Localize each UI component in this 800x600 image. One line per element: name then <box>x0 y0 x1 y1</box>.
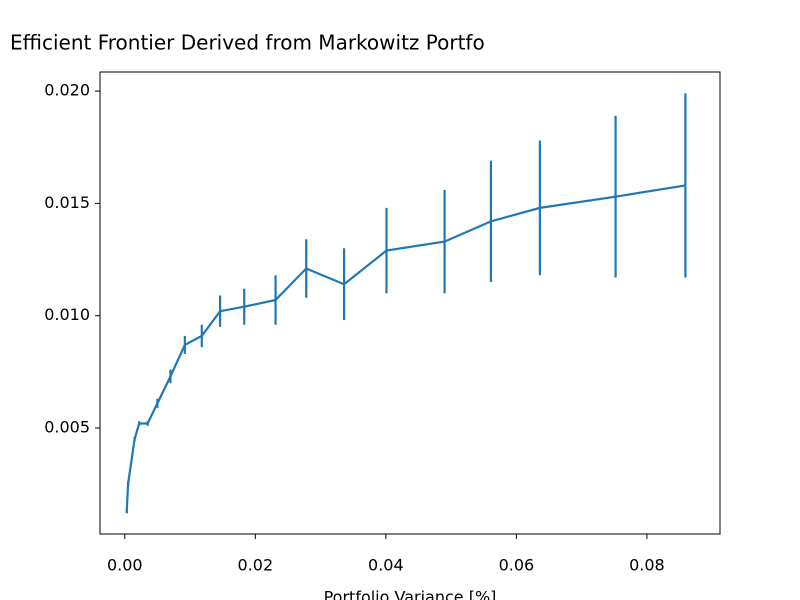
y-tick-label: 0.010 <box>44 305 90 324</box>
x-tick-label: 0.08 <box>629 556 665 575</box>
y-tick-label: 0.020 <box>44 81 90 100</box>
x-tick-label: 0.00 <box>107 556 143 575</box>
x-tick-label: 0.02 <box>238 556 274 575</box>
x-axis-label: Portfolio Variance [%] <box>324 588 497 600</box>
chart-title: Efficient Frontier Derived from Markowit… <box>10 31 485 55</box>
plot-frame <box>99 71 721 535</box>
x-tick-label: 0.06 <box>499 556 535 575</box>
x-tick-label: 0.04 <box>368 556 404 575</box>
y-tick-label: 0.005 <box>44 417 90 436</box>
line <box>125 184 686 512</box>
y-tick-label: 0.015 <box>44 193 90 212</box>
